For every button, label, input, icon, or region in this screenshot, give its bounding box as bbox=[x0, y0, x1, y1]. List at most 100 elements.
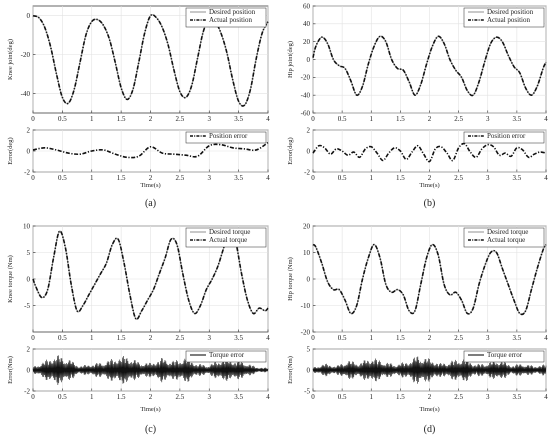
x-tick-label: 2 bbox=[428, 393, 432, 401]
y-tick-label: 2 bbox=[27, 126, 31, 134]
legend: Position error bbox=[463, 131, 545, 144]
x-tick-label: 2 bbox=[428, 174, 432, 182]
panel-main: 0 0.5 1 1.5 2 2.5 3 3.5 4 60 40 20 0 -20 -40 -60 Desired… bbox=[287, 2, 548, 123]
legend: Position error bbox=[185, 131, 267, 144]
series-line-position-error bbox=[312, 142, 547, 163]
y-tick-label: -5 bbox=[24, 302, 30, 310]
x-tick-label: 3.5 bbox=[234, 174, 243, 182]
y-axis-label: Knee torque (Nm) bbox=[7, 255, 14, 303]
y-tick-label: 0 bbox=[27, 366, 31, 374]
x-tick-label: 2 bbox=[428, 115, 432, 123]
legend-box bbox=[185, 131, 267, 144]
x-tick-label: 3 bbox=[208, 174, 212, 182]
x-tick-label: 2.5 bbox=[454, 334, 463, 342]
x-tick-label: 2.5 bbox=[176, 393, 185, 401]
y-tick-label: 10 bbox=[23, 222, 31, 230]
figure-caption: (a) bbox=[145, 198, 156, 209]
x-axis-label: Time(s) bbox=[419, 182, 439, 189]
x-tick-label: 0.5 bbox=[338, 115, 347, 123]
x-tick-label: 3.5 bbox=[234, 393, 243, 401]
series-line-position-error bbox=[32, 141, 269, 159]
x-axis-label: Time(s) bbox=[140, 182, 160, 189]
y-tick-label: -2 bbox=[24, 168, 30, 176]
x-tick-label: 0 bbox=[31, 393, 35, 401]
figure-caption: (d) bbox=[424, 424, 436, 435]
series-line-actual-torque bbox=[312, 243, 547, 316]
x-tick-label: 2.5 bbox=[176, 334, 185, 342]
x-tick-label: 2.5 bbox=[176, 115, 185, 123]
x-tick-label: 3.5 bbox=[513, 393, 522, 401]
x-tick-label: 1.5 bbox=[396, 115, 405, 123]
y-tick-label: 5 bbox=[307, 345, 311, 353]
panel-main: 0 0.5 1 1.5 2 2.5 3 3.5 4 20 10 0 -10 -20 Desired torq… bbox=[287, 222, 548, 342]
legend: Torque error bbox=[463, 350, 545, 363]
x-tick-label: 2 bbox=[149, 393, 153, 401]
x-tick-label: 1.5 bbox=[117, 334, 126, 342]
x-tick-label: 0.5 bbox=[338, 174, 347, 182]
y-axis-label: Hip torque (Nm) bbox=[287, 257, 294, 301]
x-tick-label: 1.5 bbox=[117, 115, 126, 123]
legend-box bbox=[185, 7, 267, 28]
legend: Torque error bbox=[185, 350, 267, 363]
x-tick-label: 1 bbox=[370, 334, 374, 342]
y-tick-label: -10 bbox=[301, 302, 311, 310]
x-tick-label: 4 bbox=[544, 115, 548, 123]
x-tick-label: 1.5 bbox=[117, 174, 126, 182]
x-tick-label: 3.5 bbox=[234, 334, 243, 342]
x-tick-label: 3 bbox=[486, 334, 490, 342]
y-tick-label: 0 bbox=[307, 275, 311, 283]
x-axis-label: Time(s) bbox=[140, 406, 160, 413]
y-tick-label: -60 bbox=[301, 109, 311, 117]
series-line-actual-position bbox=[312, 35, 547, 97]
x-tick-label: 1 bbox=[90, 174, 94, 182]
x-tick-label: 1 bbox=[370, 174, 374, 182]
x-tick-label: 3 bbox=[208, 115, 212, 123]
x-tick-label: 1 bbox=[90, 334, 94, 342]
y-tick-label: 0 bbox=[27, 12, 31, 20]
x-tick-label: 0 bbox=[311, 334, 315, 342]
figure-caption: (b) bbox=[424, 198, 436, 209]
x-tick-label: 2 bbox=[428, 334, 432, 342]
legend-label: Actual position bbox=[487, 16, 530, 24]
y-tick-label: 0 bbox=[307, 56, 311, 64]
panel-main: 0 0.5 1 1.5 2 2.5 3 3.5 4 0 -20 -40 Desired position… bbox=[7, 5, 270, 123]
y-tick-label: 0 bbox=[27, 275, 31, 283]
y-tick-label: 0 bbox=[307, 366, 311, 374]
figure-caption: (c) bbox=[145, 424, 156, 435]
x-tick-label: 4 bbox=[266, 334, 270, 342]
x-tick-label: 0.5 bbox=[58, 174, 67, 182]
series-line-actual-position bbox=[32, 13, 269, 107]
y-tick-label: 20 bbox=[303, 38, 311, 46]
x-tick-label: 0 bbox=[311, 174, 315, 182]
x-tick-label: 3.5 bbox=[513, 174, 522, 182]
y-tick-label: -2 bbox=[304, 168, 310, 176]
x-tick-label: 4 bbox=[266, 115, 270, 123]
x-tick-label: 0.5 bbox=[58, 393, 67, 401]
x-tick-label: 1 bbox=[370, 393, 374, 401]
legend-label: Actual torque bbox=[487, 236, 525, 244]
legend-box bbox=[185, 227, 267, 248]
panel-main: 0 0.5 1 1.5 2 2.5 3 3.5 4 10 5 0 -5 Desired torqueAct… bbox=[7, 222, 270, 342]
y-axis-label: Knee joint(deg) bbox=[7, 39, 14, 80]
x-tick-label: 4 bbox=[544, 174, 548, 182]
x-tick-label: 4 bbox=[544, 334, 548, 342]
y-tick-label: 0 bbox=[27, 147, 31, 155]
series-line-torque-error bbox=[312, 356, 547, 384]
legend-label: Torque error bbox=[487, 351, 523, 359]
legend-label: Desired torque bbox=[487, 228, 528, 236]
x-tick-label: 3.5 bbox=[513, 115, 522, 123]
legend-label: Position error bbox=[487, 132, 526, 140]
x-tick-label: 1.5 bbox=[117, 393, 126, 401]
x-tick-label: 0 bbox=[311, 393, 315, 401]
x-tick-label: 3 bbox=[208, 393, 212, 401]
legend-label: Position error bbox=[209, 132, 248, 140]
y-tick-label: -20 bbox=[301, 74, 311, 82]
y-axis-label: Hip joint(deg) bbox=[287, 41, 294, 78]
x-tick-label: 3.5 bbox=[234, 115, 243, 123]
